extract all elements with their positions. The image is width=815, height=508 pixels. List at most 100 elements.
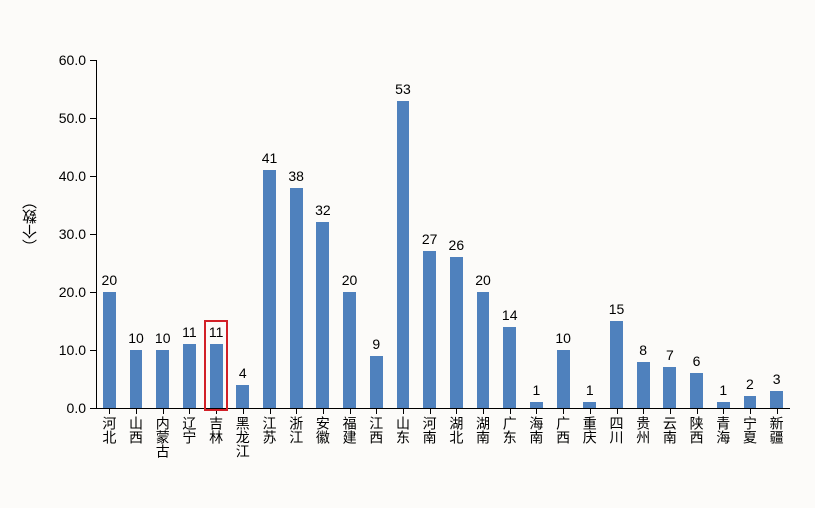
x-tick-label: 广西 bbox=[556, 416, 570, 444]
x-tick-mark bbox=[777, 408, 778, 414]
x-tick-label: 重庆 bbox=[583, 416, 597, 444]
bar-value-label: 10 bbox=[555, 330, 571, 346]
bar-value-label: 53 bbox=[395, 81, 411, 97]
y-axis-line bbox=[96, 60, 97, 408]
x-tick-label: 内蒙古 bbox=[156, 416, 170, 458]
x-tick-mark bbox=[697, 408, 698, 414]
bar-value-label: 2 bbox=[746, 376, 754, 392]
x-axis-line bbox=[96, 408, 790, 409]
x-tick-label: 河北 bbox=[102, 416, 116, 444]
bar bbox=[557, 350, 570, 408]
x-tick-mark bbox=[376, 408, 377, 414]
x-tick-label: 新疆 bbox=[770, 416, 784, 444]
bar bbox=[397, 101, 410, 408]
bar-value-label: 10 bbox=[155, 330, 171, 346]
y-tick-mark bbox=[90, 118, 96, 119]
bar bbox=[130, 350, 143, 408]
bar bbox=[370, 356, 383, 408]
bar-value-label: 20 bbox=[102, 272, 118, 288]
bar bbox=[744, 396, 757, 408]
bar-value-label: 4 bbox=[239, 365, 247, 381]
x-tick-label: 湖南 bbox=[476, 416, 490, 444]
y-tick-mark bbox=[90, 234, 96, 235]
x-tick-mark bbox=[483, 408, 484, 414]
bar bbox=[770, 391, 783, 408]
y-tick-label: 0.0 bbox=[67, 400, 86, 416]
x-tick-mark bbox=[723, 408, 724, 414]
bar bbox=[690, 373, 703, 408]
bar-value-label: 32 bbox=[315, 202, 331, 218]
x-tick-label: 安徽 bbox=[316, 416, 330, 444]
chart-container: 0.010.020.030.040.050.060.020河北10山西10内蒙古… bbox=[0, 0, 815, 508]
bar-value-label: 1 bbox=[586, 382, 594, 398]
bar bbox=[236, 385, 249, 408]
x-tick-label: 山西 bbox=[129, 416, 143, 444]
y-tick-mark bbox=[90, 60, 96, 61]
x-tick-mark bbox=[403, 408, 404, 414]
x-tick-label: 云南 bbox=[663, 416, 677, 444]
x-tick-mark bbox=[109, 408, 110, 414]
bar bbox=[610, 321, 623, 408]
x-tick-mark bbox=[670, 408, 671, 414]
bar bbox=[503, 327, 516, 408]
x-tick-label: 江苏 bbox=[263, 416, 277, 444]
x-tick-mark bbox=[270, 408, 271, 414]
x-tick-label: 湖北 bbox=[449, 416, 463, 444]
x-tick-mark bbox=[510, 408, 511, 414]
x-tick-mark bbox=[216, 408, 217, 414]
x-tick-mark bbox=[430, 408, 431, 414]
bar bbox=[263, 170, 276, 408]
x-tick-label: 黑龙江 bbox=[236, 416, 250, 458]
bar bbox=[637, 362, 650, 408]
x-tick-mark bbox=[590, 408, 591, 414]
x-tick-mark bbox=[163, 408, 164, 414]
bar bbox=[210, 344, 223, 408]
y-tick-label: 30.0 bbox=[59, 226, 86, 242]
x-tick-mark bbox=[750, 408, 751, 414]
bar bbox=[156, 350, 169, 408]
x-tick-mark bbox=[350, 408, 351, 414]
x-tick-label: 陕西 bbox=[690, 416, 704, 444]
y-tick-label: 10.0 bbox=[59, 342, 86, 358]
y-tick-mark bbox=[90, 350, 96, 351]
y-tick-label: 50.0 bbox=[59, 110, 86, 126]
x-tick-mark bbox=[189, 408, 190, 414]
bar-value-label: 7 bbox=[666, 347, 674, 363]
bar-value-label: 1 bbox=[719, 382, 727, 398]
bar-value-label: 38 bbox=[288, 168, 304, 184]
x-tick-mark bbox=[323, 408, 324, 414]
y-tick-mark bbox=[90, 176, 96, 177]
x-tick-label: 四川 bbox=[610, 416, 624, 444]
bar-value-label: 15 bbox=[609, 301, 625, 317]
bar bbox=[343, 292, 356, 408]
x-tick-label: 河南 bbox=[423, 416, 437, 444]
y-tick-label: 60.0 bbox=[59, 52, 86, 68]
bar-value-label: 41 bbox=[262, 150, 278, 166]
x-tick-mark bbox=[296, 408, 297, 414]
bar-value-label: 9 bbox=[372, 336, 380, 352]
x-tick-mark bbox=[456, 408, 457, 414]
x-tick-label: 广东 bbox=[503, 416, 517, 444]
bar-value-label: 11 bbox=[209, 324, 224, 340]
bar-value-label: 27 bbox=[422, 231, 438, 247]
x-tick-label: 青海 bbox=[716, 416, 730, 444]
x-tick-label: 山东 bbox=[396, 416, 410, 444]
bar-value-label: 6 bbox=[693, 353, 701, 369]
y-tick-mark bbox=[90, 292, 96, 293]
x-tick-label: 福建 bbox=[343, 416, 357, 444]
y-tick-mark bbox=[90, 408, 96, 409]
bar bbox=[450, 257, 463, 408]
bar bbox=[103, 292, 116, 408]
bar-value-label: 20 bbox=[342, 272, 358, 288]
x-tick-label: 江西 bbox=[369, 416, 383, 444]
x-tick-mark bbox=[243, 408, 244, 414]
x-tick-mark bbox=[617, 408, 618, 414]
bar bbox=[183, 344, 196, 408]
x-tick-label: 辽宁 bbox=[182, 416, 196, 444]
bar-value-label: 10 bbox=[128, 330, 144, 346]
bar-value-label: 20 bbox=[475, 272, 491, 288]
x-tick-label: 宁夏 bbox=[743, 416, 757, 444]
bar bbox=[477, 292, 490, 408]
x-tick-label: 吉林 bbox=[209, 416, 223, 444]
x-tick-mark bbox=[643, 408, 644, 414]
